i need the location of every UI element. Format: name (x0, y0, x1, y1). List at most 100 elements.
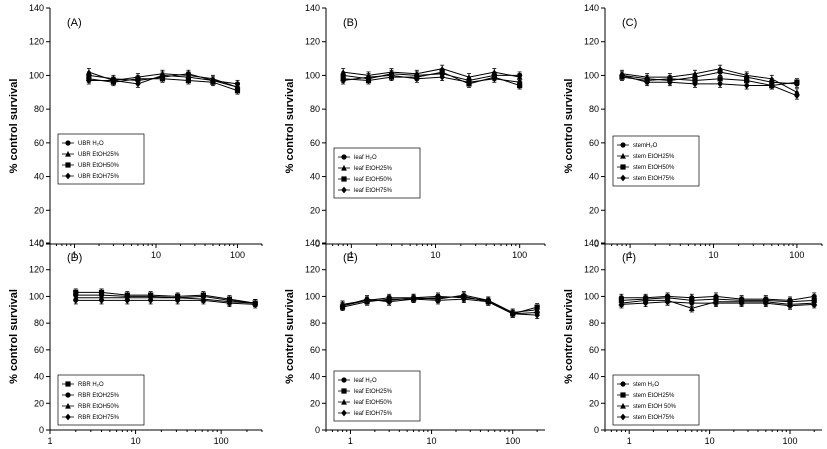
legend-marker (620, 402, 626, 409)
data-point (644, 78, 650, 86)
legend-marker (341, 176, 347, 182)
x-tick-label: 100 (789, 250, 804, 260)
x-tick-label: 100 (512, 250, 527, 260)
y-tick-label: 100 (584, 291, 599, 301)
data-point (461, 295, 467, 303)
y-tick-label: 80 (589, 318, 599, 328)
series-line (75, 294, 256, 304)
legend-marker (65, 392, 71, 398)
series-line (75, 299, 256, 305)
y-tick-label: 0 (594, 239, 599, 249)
legend-marker (341, 377, 347, 383)
data-point (794, 79, 800, 85)
data-point (200, 297, 207, 304)
y-tick-label: 140 (29, 238, 44, 248)
data-point (664, 298, 671, 306)
data-point (210, 77, 216, 84)
x-tick-label: 100 (505, 436, 520, 444)
x-tick-label: 10 (427, 436, 437, 444)
series-line (75, 291, 256, 304)
legend-marker (65, 381, 71, 387)
y-tick-label: 140 (584, 238, 599, 248)
x-tick-label: 10 (705, 436, 715, 444)
data-point (491, 75, 498, 83)
legend-entry: stemH₂O (633, 143, 658, 149)
y-tick-label: 120 (305, 37, 320, 47)
legend-marker (620, 142, 626, 148)
data-point (717, 80, 723, 88)
panel-label: (E) (343, 252, 358, 264)
y-axis-label: % control survival (284, 289, 296, 384)
x-tick-label: 1 (628, 250, 633, 260)
legend-marker (620, 164, 626, 170)
legend-marker (620, 152, 626, 159)
panel-label: (A) (67, 17, 82, 29)
data-point (147, 297, 154, 304)
legend-marker (341, 388, 347, 394)
y-tick-label: 100 (29, 70, 44, 80)
y-tick-label: 100 (29, 291, 44, 301)
series-line (621, 68, 798, 93)
y-tick-label: 120 (584, 37, 599, 47)
panel-label: (C) (622, 17, 637, 29)
data-point (743, 82, 750, 89)
data-point (159, 72, 166, 79)
y-axis-label: % control survival (563, 289, 575, 384)
y-tick-label: 20 (34, 398, 44, 408)
x-tick-label: 1 (47, 436, 52, 444)
legend-marker (620, 174, 626, 182)
chart-panel-3: % control survival (563, 7, 823, 248)
data-point (340, 68, 347, 75)
legend-entry: stem H₂O (633, 382, 659, 388)
data-point (135, 80, 141, 88)
legend-entry: leaf EtOH75% (354, 188, 393, 194)
series-line (343, 71, 520, 86)
data-point (340, 77, 346, 84)
legend-entry: RBR EtOH25% (78, 393, 120, 399)
data-point (667, 78, 673, 86)
data-point (439, 69, 445, 75)
chart-panel-6: % control survival (563, 242, 822, 434)
data-point (410, 295, 417, 303)
data-point (619, 72, 625, 79)
panel-label: (D) (67, 252, 82, 264)
y-tick-label: 20 (310, 205, 320, 215)
legend-entry: stem EtOH25% (633, 154, 675, 160)
y-tick-label: 0 (594, 425, 599, 435)
data-point (174, 297, 181, 304)
data-point (98, 297, 105, 304)
legend-entry: leaf EtOH25% (354, 166, 393, 172)
x-tick-label: 10 (708, 250, 718, 260)
y-tick-label: 80 (310, 318, 320, 328)
legend-entry: leaf EtOH25% (354, 389, 393, 395)
legend-marker (341, 164, 347, 171)
chart-panel-4: % control survival (8, 242, 263, 434)
data-point (110, 77, 117, 84)
legend-entry: leaf H₂O (354, 378, 377, 384)
series-line (75, 297, 256, 304)
data-point (85, 68, 92, 75)
data-point (768, 82, 775, 89)
data-point (516, 78, 523, 86)
data-point (692, 80, 698, 88)
x-tick-label: 10 (430, 250, 440, 260)
y-tick-label: 80 (34, 318, 44, 328)
y-tick-label: 40 (310, 172, 320, 182)
legend-entry: RBR H₂O (78, 382, 104, 388)
legend-marker (341, 186, 347, 194)
y-tick-label: 140 (584, 3, 599, 13)
y-tick-label: 0 (39, 425, 44, 435)
data-point (787, 302, 793, 310)
panel-label: (F) (622, 252, 636, 264)
legend-marker (341, 409, 347, 417)
y-tick-label: 60 (589, 345, 599, 355)
x-tick-label: 10 (131, 436, 141, 444)
data-point (460, 291, 467, 298)
data-point (466, 78, 472, 86)
data-point (738, 299, 745, 307)
chart-panel-1: % control survival (8, 7, 263, 248)
legend-entry: UBR EtOH75% (78, 174, 120, 180)
data-point (364, 295, 370, 303)
data-point (688, 299, 695, 307)
